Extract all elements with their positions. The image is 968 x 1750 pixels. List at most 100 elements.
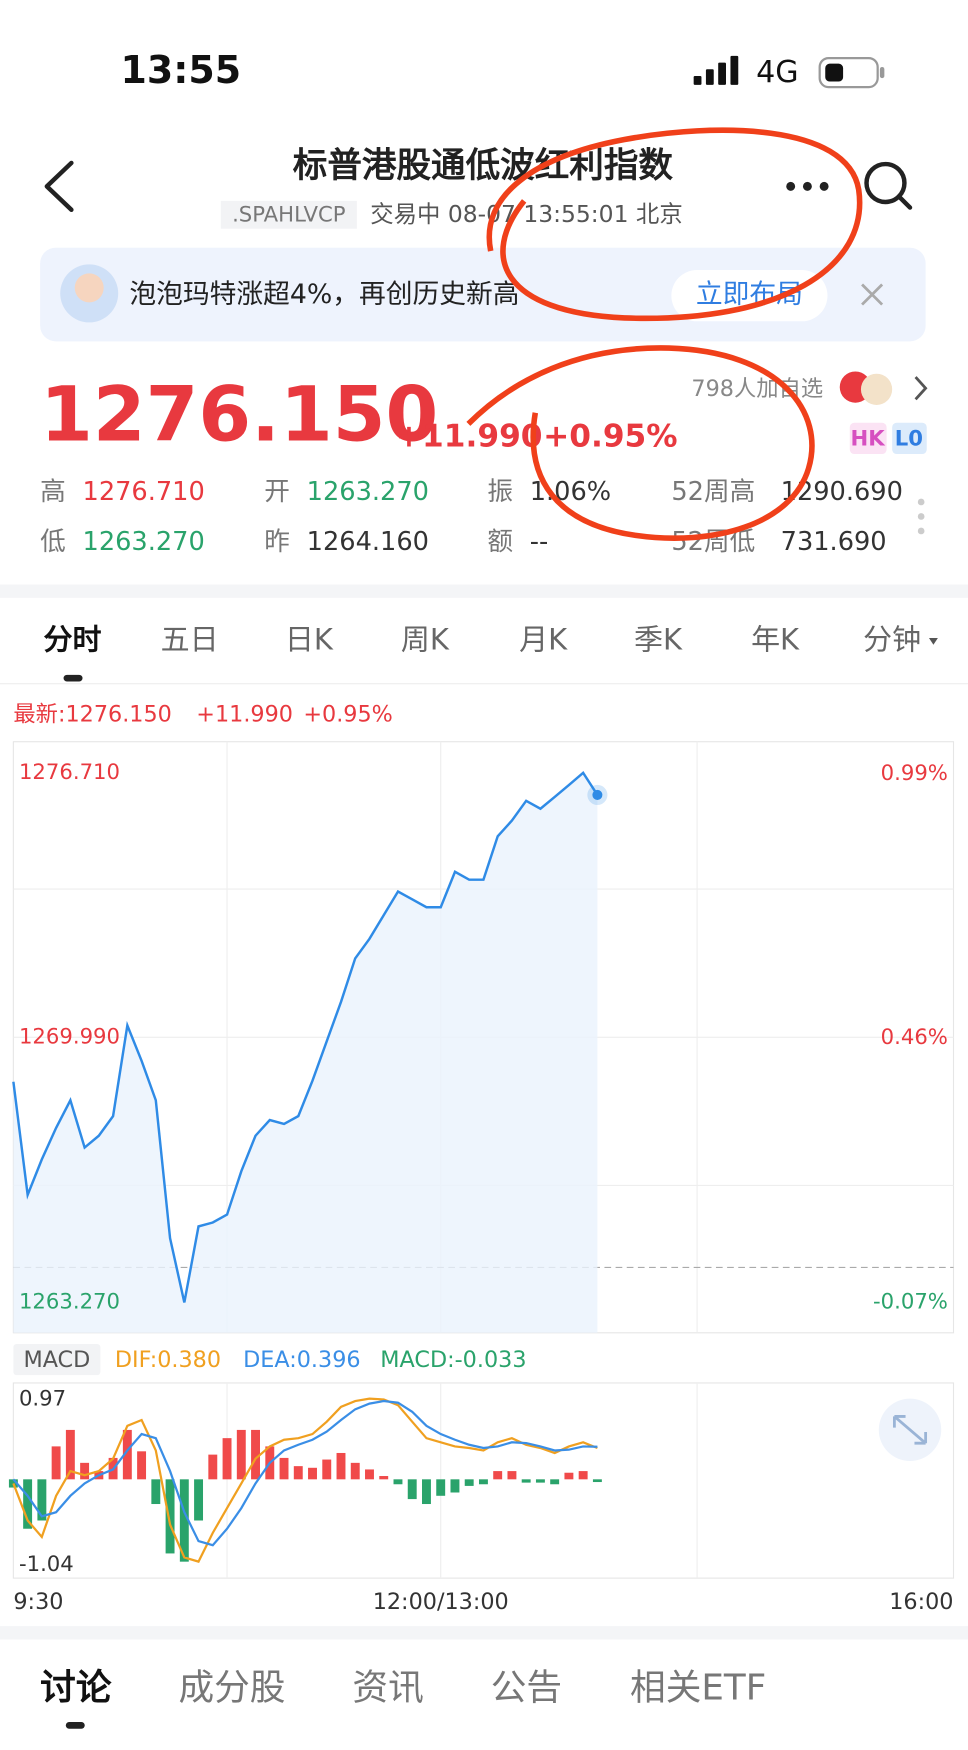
y2-tick-label: 0.99% [881, 760, 948, 785]
macd-bar [365, 1469, 374, 1480]
macd-bar [208, 1454, 218, 1480]
macd-bar [535, 1479, 545, 1483]
x-axis: 9:30 12:00/13:00 16:00 [13, 1589, 953, 1615]
macd-bar [65, 1429, 75, 1480]
badge-bg [892, 422, 927, 455]
period-tab[interactable]: 季K [634, 622, 683, 656]
chart-latest: 最新:1276.150 [13, 701, 172, 727]
bottom-tab[interactable]: 公告 [491, 1668, 562, 1709]
annotation-circle [466, 345, 815, 541]
macd-bar [507, 1471, 517, 1480]
y-tick-label: 1276.710 [19, 759, 120, 784]
stat-label: 52周低 [671, 527, 755, 557]
status-time: 13:55 [120, 48, 241, 92]
more-button[interactable] [786, 181, 829, 191]
x-tick-label: 12:00/13:00 [373, 1589, 509, 1615]
macd-bar [279, 1457, 289, 1480]
macd-bar [236, 1429, 246, 1480]
tab-indicator [63, 674, 83, 682]
banner-button[interactable] [671, 270, 828, 322]
macd-tick-label: -1.04 [19, 1551, 74, 1576]
macd-bar [379, 1476, 389, 1480]
bottom-tab[interactable]: 讨论 [40, 1668, 112, 1709]
price-change-pct: +0.95% [543, 418, 677, 454]
macd-tick-label: 0.97 [19, 1385, 66, 1410]
period-tab[interactable]: 分钟 [863, 622, 921, 656]
macd-bar [550, 1479, 560, 1485]
badge: HK [851, 426, 887, 451]
macd-bar [80, 1462, 90, 1480]
chart-change-pct: +0.95% [303, 701, 393, 727]
bottom-tab[interactable]: 资讯 [352, 1668, 423, 1709]
period-tab[interactable]: 月K [519, 622, 568, 656]
macd-bar [151, 1479, 161, 1505]
macd-bar [422, 1479, 431, 1505]
macd-bar [322, 1459, 332, 1480]
macd-bar [251, 1429, 260, 1480]
macd-chart: 0.97 -1.04 [8, 1382, 955, 1579]
indicator-box[interactable] [13, 1343, 101, 1376]
macd-bar [122, 1429, 132, 1480]
macd-bar [293, 1466, 303, 1480]
macd-bar [165, 1479, 175, 1554]
period-tab[interactable]: 周K [401, 622, 450, 656]
macd-bar [336, 1452, 346, 1480]
macd-bar [521, 1479, 531, 1483]
stat-label: 振 [487, 477, 513, 507]
period-tabs: 分时 五日 日K 周K 月K 季K 年K 分钟 [44, 622, 922, 656]
stat-value: 1264.160 [307, 527, 429, 557]
page-title: 标普港股通低波红利指数 [293, 146, 674, 186]
last-price: 1276.150 [40, 370, 438, 458]
macd-bar [578, 1471, 588, 1480]
y-tick-label: 1269.990 [19, 1024, 120, 1049]
signal-icon [693, 55, 739, 85]
x-tick-label: 9:30 [13, 1589, 63, 1615]
divider [0, 1626, 968, 1640]
annotation-circle [486, 127, 863, 322]
network-label: 4G [756, 55, 799, 90]
macd-line [12, 1399, 598, 1547]
trade-status: 交易中 08-07 13:55:01 北京 [370, 200, 683, 228]
macd-bar [23, 1479, 33, 1529]
back-button[interactable] [44, 160, 74, 213]
macd-bar [493, 1471, 503, 1480]
y2-tick-label: -0.07% [873, 1288, 948, 1313]
bottom-tab[interactable]: 成分股 [178, 1668, 285, 1709]
bottom-tabs: 讨论 成分股 资讯 公告 相关ETF [40, 1668, 766, 1709]
badge: L0 [895, 426, 923, 451]
stat-value: 1263.270 [83, 527, 205, 557]
period-tab[interactable]: 五日 [161, 622, 219, 656]
macd-bar [450, 1479, 460, 1493]
search-button[interactable] [864, 161, 913, 210]
latest-dot [592, 789, 603, 800]
macd-bar [350, 1462, 360, 1480]
price-line [12, 771, 599, 1303]
stock-code: .SPAHLVCP [232, 201, 346, 226]
battery-icon [818, 56, 885, 89]
macd-bar [436, 1479, 446, 1496]
banner-close[interactable] [861, 283, 884, 306]
macd-bar [478, 1479, 488, 1485]
macd-bar [8, 1479, 18, 1488]
code-box [220, 200, 357, 229]
stat-label: 额 [487, 527, 513, 557]
period-tab[interactable]: 日K [285, 622, 334, 656]
tab-indicator [65, 1722, 85, 1729]
followers-arrow[interactable] [914, 376, 928, 401]
more-dots [917, 498, 925, 535]
stat-label: 昨 [264, 527, 290, 557]
bottom-tab[interactable]: 相关ETF [630, 1668, 766, 1709]
price-chart: 1276.710 1269.990 1263.270 0.99% 0.46% -0.07% [12, 741, 955, 1334]
y2-tick-label: 0.46% [881, 1024, 948, 1049]
macd-bar [37, 1479, 47, 1521]
macd-bar [194, 1479, 204, 1521]
legend-dea: DEA:0.396 [243, 1347, 360, 1373]
macd-bar [179, 1479, 189, 1562]
period-tab[interactable]: 年K [751, 622, 800, 656]
badge-bg [849, 422, 887, 455]
chart-change: +11.990 [196, 701, 293, 727]
period-tab[interactable]: 分时 [44, 622, 102, 656]
macd-bar [51, 1446, 61, 1480]
macd-bar [564, 1472, 574, 1480]
